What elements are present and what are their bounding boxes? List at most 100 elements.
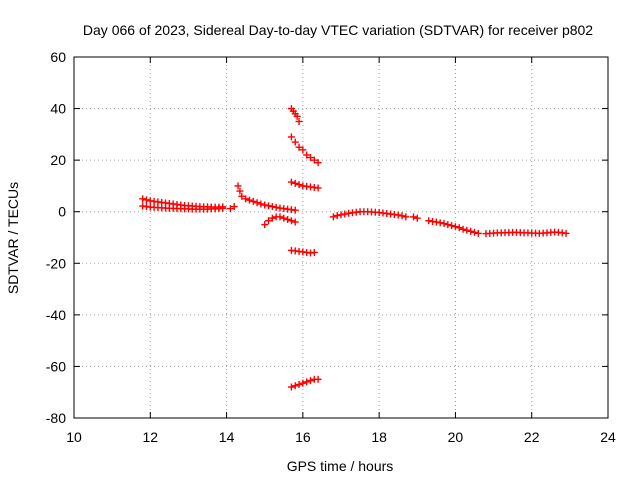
series-track-k [409, 213, 421, 222]
series-track-a-lower [139, 202, 227, 213]
data-point [257, 200, 265, 208]
series-track-m [482, 228, 570, 238]
data-point [291, 382, 299, 390]
data-point [238, 192, 246, 200]
y-tick-label: -20 [46, 255, 66, 271]
data-point [467, 227, 475, 235]
x-tick-label: 22 [524, 429, 540, 445]
series-track-c [234, 182, 299, 214]
data-point [333, 212, 341, 220]
series-track-h [287, 246, 318, 257]
x-tick-label: 14 [219, 429, 235, 445]
data-point [291, 206, 299, 214]
data-point [287, 217, 295, 225]
data-point [295, 117, 303, 125]
data-point [459, 225, 467, 233]
chart-title: Day 066 of 2023, Sidereal Day-to-day VTE… [83, 22, 593, 38]
data-point [253, 199, 261, 207]
data-point [272, 203, 280, 211]
data-point [314, 184, 322, 192]
data-point [280, 214, 288, 222]
data-point [314, 159, 322, 167]
data-point [245, 196, 253, 204]
data-point [562, 229, 570, 237]
axis-ticks: 10 12 14 16 18 20 22 24 -80 -60 -40 -20 0 20 40 60 [46, 49, 616, 445]
data-point [265, 217, 273, 225]
data-point [455, 224, 463, 232]
data-point [436, 219, 444, 227]
y-tick-label: 40 [50, 101, 66, 117]
data-point [287, 383, 295, 391]
data-point [295, 380, 303, 388]
data-point [471, 228, 478, 236]
data-points [139, 105, 570, 391]
series-track-l [425, 217, 482, 237]
series-track-d [261, 213, 299, 229]
data-point [341, 210, 349, 218]
data-point [284, 215, 292, 223]
x-tick-label: 16 [295, 429, 311, 445]
data-point [310, 248, 318, 256]
data-point [287, 178, 295, 186]
data-point [261, 201, 269, 209]
data-point [413, 214, 421, 222]
x-tick-label: 10 [66, 429, 82, 445]
data-point [314, 375, 322, 383]
data-point [299, 146, 307, 154]
data-point [291, 138, 299, 146]
data-point [242, 195, 250, 203]
data-point [291, 218, 299, 226]
series-track-g [287, 178, 322, 192]
data-point [463, 226, 471, 234]
data-point [226, 205, 234, 213]
data-point [287, 133, 295, 141]
data-point [234, 182, 242, 190]
data-point [295, 181, 303, 189]
x-tick-label: 12 [142, 429, 158, 445]
data-point [219, 204, 227, 212]
y-tick-label: -40 [46, 307, 66, 323]
data-point [306, 154, 314, 162]
series-track-e [287, 105, 303, 125]
data-point [440, 220, 448, 228]
data-point [409, 213, 417, 221]
y-tick-label: 20 [50, 152, 66, 168]
data-point [306, 377, 314, 385]
data-point [230, 203, 238, 211]
data-point [402, 213, 410, 221]
plot-frame [73, 56, 609, 419]
y-tick-label: -60 [46, 358, 66, 374]
y-tick-label: 0 [58, 204, 66, 220]
data-point [265, 202, 273, 210]
data-point [249, 197, 257, 205]
data-point [303, 151, 311, 159]
data-point [398, 212, 406, 220]
x-axis-label: GPS time / hours [287, 458, 394, 474]
data-point [310, 156, 318, 164]
y-tick-label: -80 [46, 410, 66, 426]
data-point [268, 214, 276, 222]
data-point [299, 379, 307, 387]
data-point [276, 213, 284, 221]
data-point [268, 203, 276, 211]
data-point [329, 213, 337, 221]
data-point [432, 218, 440, 226]
data-point [337, 211, 345, 219]
data-point [236, 187, 244, 195]
data-point [291, 179, 299, 187]
series-track-b [226, 203, 238, 213]
x-tick-label: 18 [371, 429, 387, 445]
series-track-f [287, 133, 322, 167]
data-point [293, 112, 301, 120]
data-point [142, 196, 150, 204]
data-point [444, 221, 452, 229]
y-tick-label: 60 [50, 49, 66, 65]
x-tick-label: 24 [600, 429, 616, 445]
data-point [451, 223, 459, 231]
series-track-i [287, 375, 322, 391]
x-tick-label: 20 [448, 429, 464, 445]
data-point [295, 143, 303, 151]
series-track-j [329, 208, 410, 221]
data-point [261, 221, 269, 229]
